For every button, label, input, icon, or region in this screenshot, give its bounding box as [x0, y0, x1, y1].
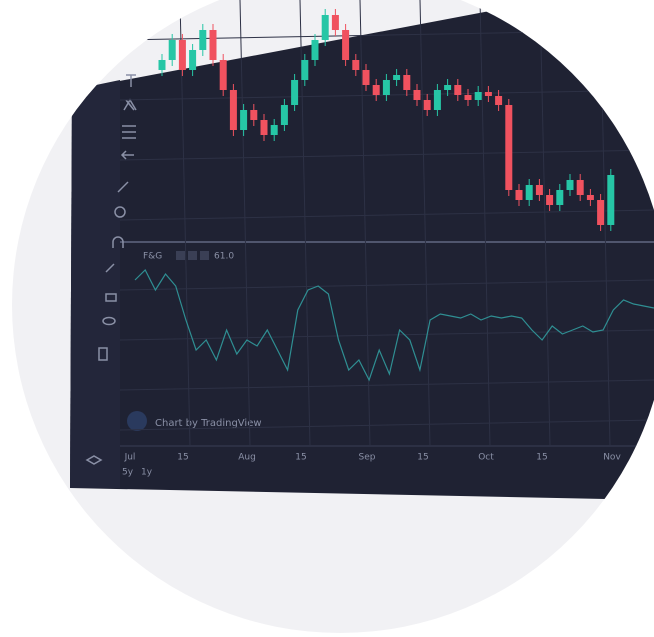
- grid-line: [119, 279, 654, 291]
- candle-body: [291, 80, 299, 105]
- tv-logo: [127, 411, 147, 431]
- candle-body: [280, 105, 288, 125]
- grid-line: [539, 0, 551, 447]
- candle-body: [505, 105, 513, 190]
- candle-body: [301, 60, 309, 80]
- candle-body: [382, 80, 390, 95]
- range-button[interactable]: 1y: [141, 468, 153, 478]
- grid-line: [119, 419, 654, 431]
- candle-body: [199, 30, 207, 50]
- candle-body: [525, 185, 533, 200]
- candle-body: [556, 190, 564, 205]
- candle-body: [495, 96, 503, 105]
- candle-body: [576, 180, 584, 195]
- grid-line: [359, 0, 371, 447]
- indicator-name: F&G: [143, 252, 162, 262]
- candle-body: [444, 85, 452, 90]
- candle-body: [240, 110, 248, 130]
- time-label: Sep: [359, 453, 376, 463]
- candle-body: [189, 50, 197, 70]
- time-label: 15: [295, 453, 306, 463]
- time-label: Oct: [478, 453, 494, 463]
- time-label: Aug: [238, 453, 256, 463]
- candle-body: [168, 40, 176, 60]
- candle-body: [454, 85, 462, 95]
- grid-line: [119, 329, 654, 341]
- candle-body: [607, 175, 615, 225]
- candle-body: [393, 75, 401, 80]
- candle-body: [362, 70, 370, 85]
- grid-line: [119, 209, 654, 221]
- grid-line: [179, 0, 191, 447]
- candle-body: [311, 40, 319, 60]
- indicator-value: 61.0: [214, 252, 234, 262]
- time-label: 15: [536, 453, 547, 463]
- candle-body: [403, 75, 411, 90]
- grid-line: [239, 0, 251, 447]
- candle-body: [209, 30, 217, 60]
- candle-body: [464, 95, 472, 100]
- candle-body: [260, 120, 268, 135]
- candle-body: [586, 195, 594, 200]
- time-label: 15: [177, 453, 188, 463]
- candle-body: [597, 200, 605, 225]
- candle-body: [474, 92, 482, 100]
- toolbar-icons: [85, 74, 137, 465]
- candle-body: [566, 180, 574, 190]
- grid-line: [419, 0, 431, 447]
- indicator-line: [134, 268, 654, 382]
- candle-body: [352, 60, 360, 70]
- candle-body: [270, 125, 278, 135]
- candle-body: [484, 92, 492, 96]
- candle-body: [342, 30, 350, 60]
- candle-body: [219, 60, 227, 90]
- app: F&G 61.0 Chart by TradingView Jul 15 Aug 15…: [70, 0, 654, 500]
- candle-body: [229, 90, 237, 130]
- candle-body: [413, 90, 421, 100]
- candle-body: [546, 195, 554, 205]
- candle-body: [331, 15, 339, 30]
- candle-body: [178, 40, 186, 70]
- grid-line: [479, 0, 491, 447]
- time-label: Jul: [124, 453, 136, 463]
- candle-body: [158, 60, 166, 70]
- grid-line: [119, 379, 654, 391]
- candle-body: [433, 90, 441, 110]
- watermark: Chart by TradingView: [155, 418, 262, 429]
- time-label: 15: [417, 453, 428, 463]
- candle-body: [321, 15, 329, 40]
- grid-line: [119, 149, 654, 161]
- indicator-buttons: [176, 251, 209, 260]
- candle-body: [250, 110, 258, 120]
- candle-body: [535, 185, 543, 195]
- candle-body: [515, 190, 523, 200]
- candle-body: [423, 100, 431, 110]
- time-label: Nov: [603, 453, 621, 463]
- candle-body: [372, 85, 380, 95]
- toolbar: [70, 80, 120, 488]
- range-button[interactable]: 5y: [122, 468, 134, 478]
